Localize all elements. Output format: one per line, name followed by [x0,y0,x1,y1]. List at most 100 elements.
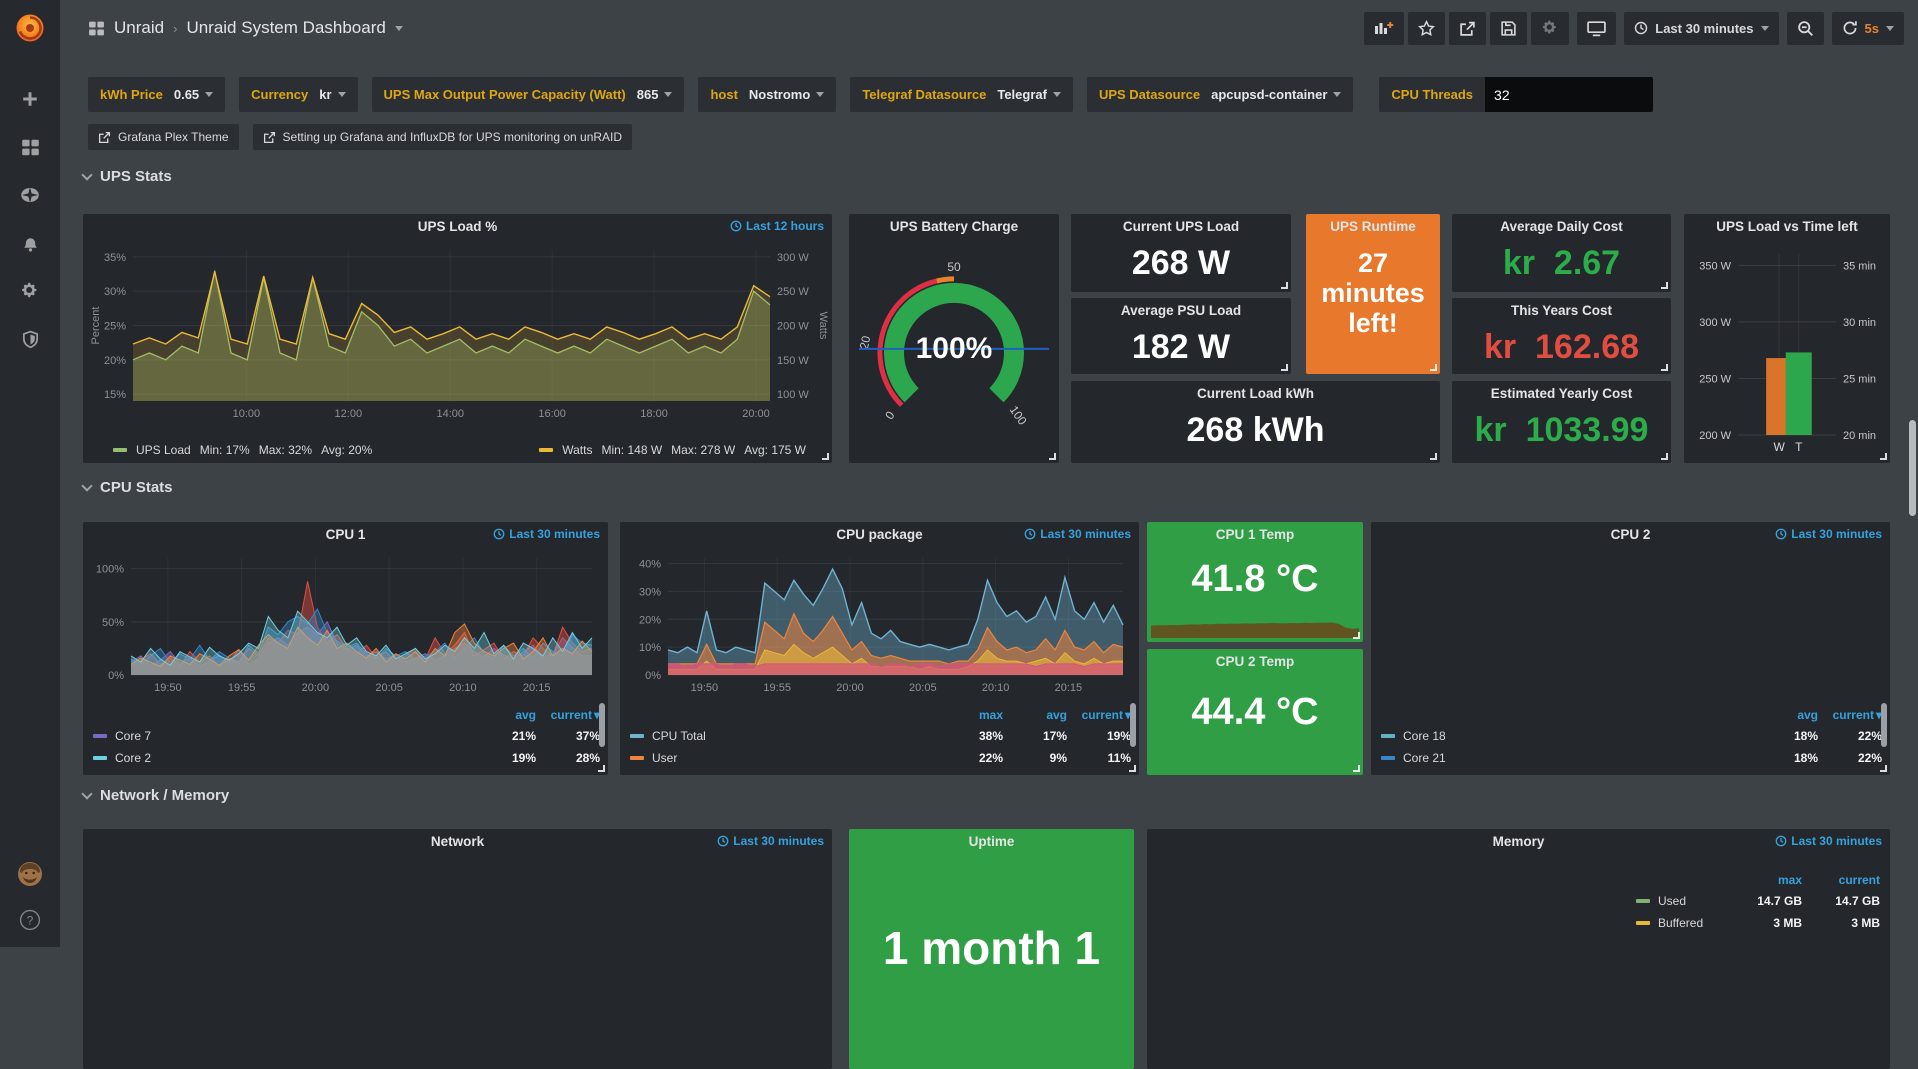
star-button[interactable] [1408,12,1445,45]
sidebar-item-explore[interactable] [12,180,48,210]
legend-header-max[interactable]: max [1724,873,1802,887]
legend-scrollbar[interactable] [599,703,605,747]
panel-title[interactable]: Current UPS Load [1071,214,1291,239]
panel-time-range[interactable]: Last 30 minutes [717,834,824,848]
legend-header-avg[interactable]: avg [1754,708,1818,722]
resize-handle[interactable] [1661,364,1668,371]
panel-title[interactable]: CPU 1 Temp [1147,522,1363,547]
section-ups-stats[interactable]: UPS Stats [83,168,172,185]
resize-handle[interactable] [1880,765,1887,772]
cpu1-chart[interactable]: 0%50%100%19:5019:5520:0020:0520:1020:15 [87,548,604,697]
time-range-picker[interactable]: Last 30 minutes [1624,12,1778,45]
sidebar-item-create[interactable] [12,84,48,114]
panel-time-range[interactable]: Last 30 minutes [493,527,600,541]
zoom-out-button[interactable] [1787,12,1824,45]
svg-text:300 W: 300 W [777,252,809,264]
variable-kwh-price[interactable]: kWh Price 0.65 [88,77,225,112]
breadcrumb-current[interactable]: Unraid System Dashboard [186,18,385,38]
cpu2-chart[interactable] [1375,548,1886,697]
resize-handle[interactable] [822,453,829,460]
legend-header-current[interactable]: current [1802,873,1880,887]
section-network-memory[interactable]: Network / Memory [83,787,229,804]
legend-header-max[interactable]: max [939,708,1003,722]
legend-header-current[interactable]: current [536,708,600,722]
add-panel-button[interactable] [1364,12,1404,45]
sidebar-item-alerting[interactable] [12,228,48,258]
legend-series-name[interactable]: Core 2 [115,751,151,765]
resize-handle[interactable] [1281,364,1288,371]
legend-header-current[interactable]: current [1067,708,1131,722]
resize-handle[interactable] [1430,453,1437,460]
panel-time-range[interactable]: Last 30 minutes [1775,527,1882,541]
link-ups-monitoring-guide[interactable]: Setting up Grafana and InfluxDB for UPS … [253,124,633,150]
variable-telegraf-datasource[interactable]: Telegraf Datasource Telegraf [850,77,1073,112]
refresh-interval-label[interactable]: 5s [1865,21,1879,36]
cpu-threads-input[interactable] [1485,77,1653,112]
panel-title[interactable]: UPS Load vs Time left [1684,214,1890,239]
ups-load-vs-time-chart[interactable]: 200 W20 min250 W25 min300 W30 min350 W35… [1686,240,1888,459]
legend-series-name[interactable]: Used [1658,894,1686,908]
share-button[interactable] [1449,12,1486,45]
legend-series-name[interactable]: Buffered [1658,916,1703,930]
sidebar-item-server-admin[interactable] [12,324,48,354]
grafana-logo[interactable] [0,0,60,56]
panel-title[interactable]: CPU 2 Temp [1147,649,1363,674]
network-chart[interactable] [87,855,828,1009]
resize-handle[interactable] [1661,453,1668,460]
legend-series-name[interactable]: Watts [562,443,592,457]
variable-ups-max-output[interactable]: UPS Max Output Power Capacity (Watt) 865 [372,77,685,112]
sidebar-item-configuration[interactable] [12,276,48,306]
save-button[interactable] [1490,12,1527,45]
panel-title[interactable]: This Years Cost [1452,298,1671,323]
page-scrollbar[interactable] [1909,420,1916,516]
panel-time-range[interactable]: Last 12 hours [730,219,824,233]
variable-host[interactable]: host Nostromo [698,77,836,112]
breadcrumb-root[interactable]: Unraid [114,18,164,38]
legend-series-name[interactable]: User [652,751,677,765]
legend-header-avg[interactable]: avg [472,708,536,722]
panel-title[interactable]: Estimated Yearly Cost [1452,381,1671,406]
resize-handle[interactable] [1353,632,1360,639]
legend-series-name[interactable]: Core 21 [1403,751,1446,765]
legend-scrollbar[interactable] [1881,703,1887,747]
panel-title[interactable]: UPS Load % [83,214,832,239]
panel-title[interactable]: UPS Battery Charge [849,214,1059,239]
legend-header-avg[interactable]: avg [1003,708,1067,722]
sidebar-item-help[interactable]: ? [12,905,48,935]
section-cpu-stats[interactable]: CPU Stats [83,479,173,496]
resize-handle[interactable] [1880,453,1887,460]
refresh-button[interactable]: 5s [1832,12,1904,45]
ups-load-chart[interactable]: 15%100 W20%150 W25%200 W30%250 W35%300 W… [87,240,828,423]
cpu-package-chart[interactable]: 0%10%20%30%40%19:5019:5520:0020:0520:102… [624,548,1135,697]
memory-chart[interactable] [1151,855,1632,1059]
panel-title[interactable]: Average PSU Load [1071,298,1291,323]
resize-handle[interactable] [1430,364,1437,371]
variable-cpu-threads[interactable]: CPU Threads [1367,77,1653,112]
panel-title[interactable]: UPS Runtime [1306,214,1440,239]
sidebar-item-profile[interactable] [12,859,48,889]
dashboard-settings-button[interactable] [1531,12,1569,45]
legend-series-name[interactable]: UPS Load [136,443,191,457]
variable-currency[interactable]: Currency kr [239,77,357,112]
panel-time-range[interactable]: Last 30 minutes [1024,527,1131,541]
panel-time-range[interactable]: Last 30 minutes [1775,834,1882,848]
panel-title[interactable]: Uptime [849,829,1134,854]
caret-down-icon[interactable] [395,26,403,31]
variable-ups-datasource[interactable]: UPS Datasource apcupsd-container [1087,77,1353,112]
resize-handle[interactable] [1353,765,1360,772]
resize-handle[interactable] [598,765,605,772]
cycle-view-button[interactable] [1577,12,1616,45]
legend-series-name[interactable]: Core 18 [1403,729,1446,743]
legend-series-name[interactable]: Core 7 [115,729,151,743]
resize-handle[interactable] [1661,282,1668,289]
resize-handle[interactable] [1129,765,1136,772]
resize-handle[interactable] [1049,453,1056,460]
legend-header-current[interactable]: current [1818,708,1882,722]
sidebar-item-dashboards[interactable] [12,132,48,162]
panel-title[interactable]: Average Daily Cost [1452,214,1671,239]
legend-scrollbar[interactable] [1130,703,1136,747]
resize-handle[interactable] [1281,282,1288,289]
link-grafana-plex-theme[interactable]: Grafana Plex Theme [88,124,239,150]
panel-title[interactable]: Current Load kWh [1071,381,1440,406]
legend-series-name[interactable]: CPU Total [652,729,706,743]
